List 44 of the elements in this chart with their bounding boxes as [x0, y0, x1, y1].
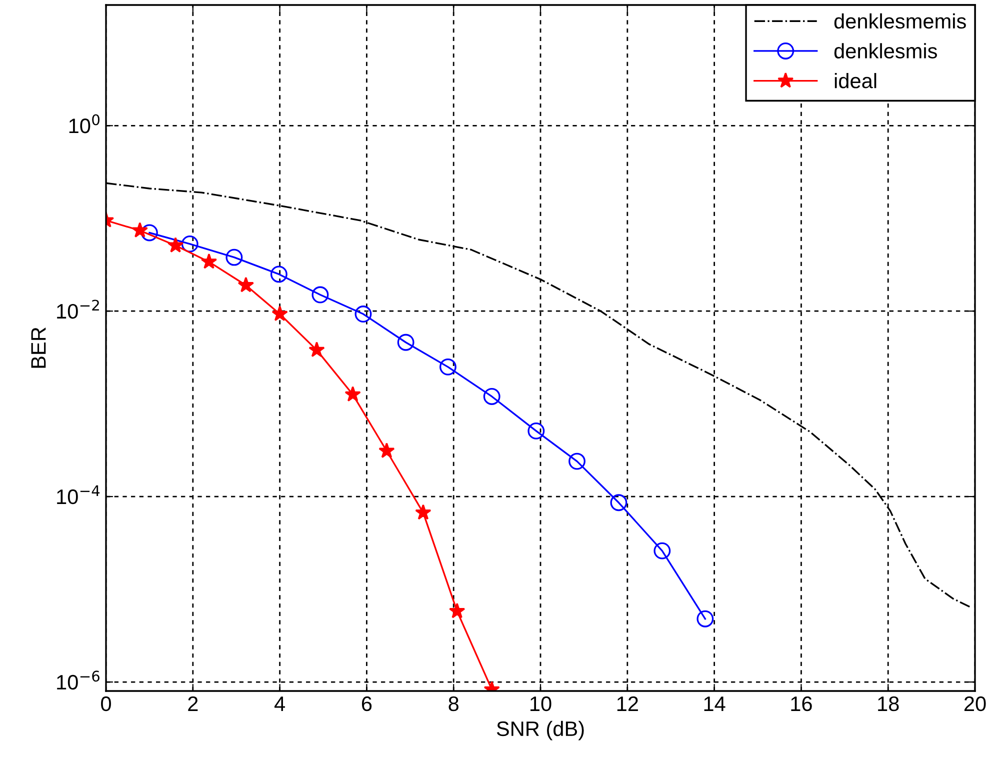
point — [448, 602, 466, 618]
x-tick-label: 8 — [448, 696, 458, 712]
y-tick-label: 10$^{−6}$ — [57, 670, 100, 690]
point — [344, 386, 361, 402]
x-tick-label: 0 — [101, 696, 111, 712]
point — [308, 342, 325, 358]
point — [272, 306, 288, 322]
point — [696, 610, 714, 628]
x-axis-title: SNR (dB) — [496, 720, 584, 740]
x-tick-label: 2 — [188, 696, 198, 711]
point — [270, 266, 288, 283]
legend-label: denklesmemis — [834, 13, 966, 29]
point — [654, 542, 671, 560]
y-axis-title: BER — [31, 328, 46, 368]
x-tick-label: 20 — [964, 696, 986, 712]
point — [415, 504, 432, 520]
point — [354, 306, 372, 322]
x-tick-label: 16 — [791, 696, 812, 712]
y-tick-label: 10$^{−4}$ — [57, 485, 100, 504]
point — [312, 286, 329, 304]
point — [378, 442, 395, 458]
point — [132, 222, 148, 238]
x-tick-label: 6 — [362, 696, 372, 712]
point — [528, 422, 545, 440]
x-tick-label: 12 — [617, 696, 638, 711]
x-tick-label: 18 — [878, 696, 899, 712]
point — [610, 494, 628, 512]
point — [568, 452, 586, 470]
point — [483, 388, 500, 405]
x-tick-label: 4 — [274, 696, 285, 711]
point — [200, 253, 218, 269]
point — [439, 358, 456, 376]
legend-label: ideal — [834, 73, 876, 88]
y-tick-label: 10$^{−2}$ — [57, 300, 99, 319]
point — [397, 334, 414, 351]
point — [167, 237, 184, 253]
x-tick-label: 10 — [530, 696, 552, 712]
point — [140, 224, 158, 242]
point — [238, 276, 254, 292]
point — [226, 248, 243, 266]
legend-label: denklesmis — [834, 43, 937, 58]
point — [181, 235, 198, 252]
x-tick-label: 14 — [704, 696, 726, 711]
y-tick-label: 10$^{0}$ — [69, 114, 100, 134]
